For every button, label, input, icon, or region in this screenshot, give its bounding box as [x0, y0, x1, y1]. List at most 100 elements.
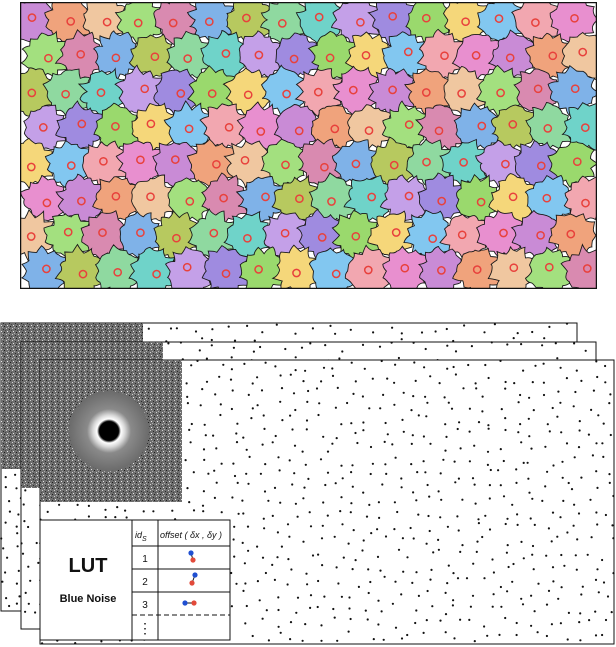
noise-sample-dot	[201, 388, 204, 391]
noise-sample-dot	[546, 470, 549, 473]
seed-point-marker	[44, 53, 53, 63]
noise-sample-dot	[22, 503, 25, 506]
noise-sample-dot	[205, 357, 208, 360]
noise-sample-dot	[324, 344, 327, 347]
noise-sample-dot	[202, 510, 205, 513]
seed-point-marker	[292, 268, 301, 278]
noise-sample-dot	[426, 401, 429, 404]
noise-sample-dot	[412, 491, 415, 494]
noise-sample-dot	[125, 516, 128, 519]
noise-sample-dot	[352, 392, 355, 395]
noise-sample-dot	[16, 532, 19, 535]
noise-sample-dot	[541, 499, 544, 502]
noise-sample-dot	[440, 498, 443, 501]
noise-sample-dot	[188, 501, 191, 504]
noise-sample-dot	[444, 613, 448, 616]
seed-point-marker	[99, 156, 108, 166]
noise-sample-dot	[557, 597, 560, 600]
seed-point-marker	[388, 11, 398, 21]
noise-sample-dot	[203, 458, 206, 461]
noise-sample-dot	[612, 494, 615, 498]
noise-sample-dot	[371, 377, 374, 380]
noise-sample-dot	[215, 447, 218, 450]
noise-sample-dot	[531, 497, 534, 500]
noise-sample-dot	[601, 558, 604, 562]
noise-sample-dot	[322, 435, 325, 438]
noise-sample-dot	[340, 464, 343, 467]
seed-point-marker	[219, 193, 228, 203]
noise-sample-dot	[445, 435, 448, 438]
noise-sample-dot	[372, 638, 375, 641]
noise-sample-dot	[192, 509, 196, 512]
noise-sample-dot	[506, 544, 509, 547]
noise-sample-dot	[439, 472, 442, 475]
noise-sample-dot	[362, 491, 365, 494]
noise-sample-dot	[429, 442, 432, 445]
noise-sample-dot	[575, 369, 578, 372]
noise-sample-dot	[340, 595, 343, 598]
noise-sample-dot	[27, 602, 30, 605]
noise-sample-dot	[220, 511, 223, 514]
noise-sample-dot	[37, 561, 40, 564]
seed-point-marker	[281, 160, 290, 170]
noise-sample-dot	[194, 330, 198, 333]
noise-sample-dot	[424, 471, 427, 474]
seed-point-marker	[150, 52, 160, 62]
noise-sample-dot	[279, 374, 282, 377]
noise-sample-dot	[351, 464, 354, 467]
noise-sample-dot	[446, 525, 449, 528]
noise-sample-dot	[461, 498, 464, 501]
lut-ellipsis: ⋮	[138, 620, 152, 636]
noise-sample-dot	[462, 387, 465, 390]
noise-sample-dot	[488, 497, 491, 500]
noise-sample-dot	[307, 389, 310, 393]
noise-sample-dot	[505, 551, 508, 554]
noise-sample-dot	[331, 367, 334, 370]
noise-sample-dot	[188, 428, 191, 431]
noise-sample-dot	[556, 357, 559, 360]
noise-sample-dot	[422, 631, 425, 634]
seed-point-marker	[533, 84, 543, 94]
seed-point-marker	[240, 155, 250, 165]
noise-sample-dot	[378, 345, 382, 348]
seed-point-marker	[243, 233, 252, 243]
seed-point-marker	[256, 127, 266, 136]
noise-sample-dot	[376, 555, 380, 558]
noise-sample-dot	[362, 429, 365, 432]
noise-sample-dot	[241, 499, 244, 502]
noise-sample-dot	[302, 380, 305, 383]
noise-sample-dot	[515, 481, 518, 484]
noise-sample-dot	[334, 332, 337, 335]
noise-sample-dot	[305, 428, 308, 431]
noise-sample-dot	[426, 483, 429, 487]
noise-sample-dot	[367, 591, 370, 595]
noise-sample-dot	[247, 549, 250, 552]
noise-sample-dot	[459, 447, 462, 450]
noise-sample-dot	[335, 566, 338, 569]
noise-sample-dot	[528, 396, 531, 399]
noise-sample-dot	[417, 594, 420, 597]
noise-sample-dot	[350, 361, 353, 364]
seed-point-marker	[566, 229, 576, 239]
noise-sample-dot	[584, 349, 587, 352]
noise-sample-dot	[454, 350, 458, 353]
seed-point-marker	[254, 50, 264, 60]
noise-sample-dot	[470, 345, 473, 348]
noise-sample-dot	[265, 609, 268, 612]
noise-sample-dot	[351, 568, 354, 571]
noise-sample-dot	[192, 471, 195, 474]
noise-sample-dot	[497, 469, 500, 472]
noise-sample-dot	[377, 623, 380, 626]
noise-sample-dot	[573, 342, 576, 345]
noise-sample-dot	[468, 618, 471, 621]
noise-sample-dot	[242, 512, 245, 515]
noise-sample-dot	[468, 460, 471, 463]
noise-sample-dot	[574, 390, 577, 394]
noise-sample-dot	[531, 330, 534, 334]
noise-sample-dot	[175, 327, 178, 330]
noise-sample-dot	[295, 611, 298, 614]
seed-point-marker	[434, 126, 444, 136]
noise-sample-dot	[397, 356, 400, 360]
seed-point-marker	[476, 197, 486, 207]
noise-sample-dot	[339, 510, 342, 513]
